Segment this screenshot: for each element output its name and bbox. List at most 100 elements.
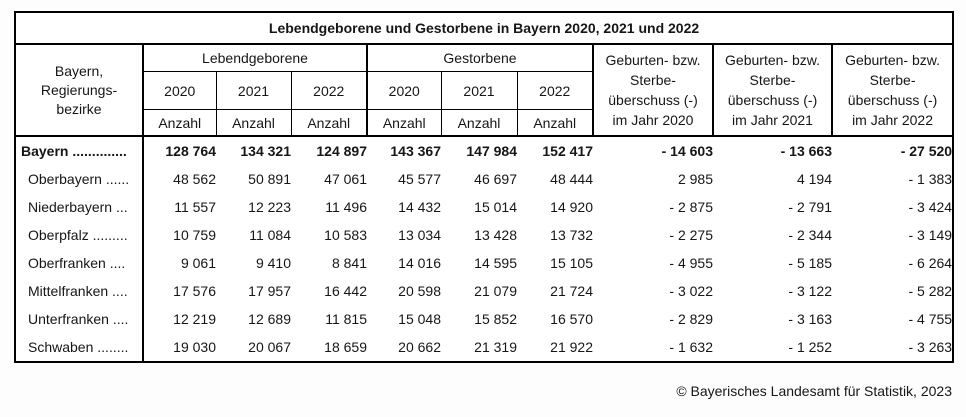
row-label: Oberfranken ....: [15, 249, 144, 277]
cell-value: 10 759: [173, 227, 216, 243]
cell-value: 152 417: [542, 143, 593, 159]
group-header-gestorbene: Gestorbene: [366, 43, 594, 72]
cell-value: - 3 022: [669, 283, 713, 299]
row-label: Bayern ..............: [15, 136, 144, 165]
cell-value: 11 557: [174, 199, 216, 215]
cell-value: 17 576: [173, 283, 216, 299]
table-row-oberbayern: Oberbayern ...... 48 562 50 891 47 061 4…: [15, 165, 953, 193]
row-label: Schwaben ........: [15, 333, 144, 362]
cell-value: 10 583: [324, 227, 367, 243]
cell-value: - 2 829: [669, 311, 713, 327]
cell-value: - 3 163: [788, 311, 832, 327]
cell-value: - 3 263: [908, 339, 953, 355]
cell-value: 11 496: [325, 199, 367, 215]
table-row-schwaben: Schwaben ........ 19 030 20 067 18 659 2…: [15, 333, 953, 362]
cell-value: 14 920: [550, 199, 593, 215]
cell-value: - 1 383: [908, 171, 953, 187]
year-header: 2022: [516, 71, 594, 110]
statistics-table: Lebendgeborene und Gestorbene in Bayern …: [14, 11, 955, 363]
title-row: Lebendgeborene und Gestorbene in Bayern …: [15, 12, 954, 45]
row-label: Oberpfalz .........: [15, 221, 144, 249]
table-row-oberpfalz: Oberpfalz ......... 10 759 11 084 10 583…: [15, 221, 953, 249]
cell-value: - 14 603: [661, 143, 713, 159]
cell-value: 4 194: [796, 171, 832, 187]
cell-value: 13 034: [398, 227, 441, 243]
cell-value: 18 659: [324, 339, 367, 355]
cell-value: - 2 344: [788, 227, 832, 243]
unit-header: Anzahl: [366, 109, 442, 137]
year-header: 2020: [366, 71, 442, 110]
cell-value: - 2 875: [669, 199, 713, 215]
unit-header: Anzahl: [142, 109, 217, 137]
unit-header: Anzahl: [215, 109, 292, 137]
cell-value: 11 815: [325, 311, 367, 327]
cell-value: 45 577: [398, 171, 441, 187]
cell-value: - 4 755: [908, 311, 953, 327]
row-label: Niederbayern ...: [15, 193, 144, 221]
cell-value: 14 432: [398, 199, 441, 215]
cell-value: 15 014: [474, 199, 517, 215]
cell-value: - 3 149: [908, 227, 953, 243]
year-header: 2020: [142, 71, 217, 110]
row-label: Mittelfranken ....: [15, 277, 144, 305]
cell-value: - 5 185: [788, 255, 832, 271]
copyright-text: © Bayerisches Landesamt für Statistik, 2…: [676, 383, 952, 399]
cell-value: 12 219: [173, 311, 216, 327]
cell-value: 21 724: [550, 283, 593, 299]
cell-value: - 5 282: [908, 283, 953, 299]
cell-value: 14 016: [398, 255, 441, 271]
cell-value: - 3 424: [908, 199, 953, 215]
cell-value: 11 084: [249, 227, 291, 243]
cell-value: - 4 955: [669, 255, 713, 271]
cell-value: 134 321: [240, 143, 291, 159]
cell-value: 20 067: [248, 339, 291, 355]
cell-value: - 1 632: [669, 339, 713, 355]
year-header: 2022: [290, 71, 368, 110]
cell-value: 9 061: [180, 255, 216, 271]
header-unit-row: Anzahl Anzahl Anzahl Anzahl Anzahl Anzah…: [15, 109, 953, 137]
year-header: 2021: [440, 71, 518, 110]
table-row-unterfranken: Unterfranken .... 12 219 12 689 11 815 1…: [15, 305, 953, 333]
cell-value: 2 985: [677, 171, 713, 187]
cell-value: - 27 520: [900, 143, 953, 159]
cell-value: 20 598: [398, 283, 441, 299]
cell-value: - 6 264: [908, 255, 953, 271]
cell-value: 21 079: [474, 283, 517, 299]
cell-value: - 2 791: [788, 199, 832, 215]
cell-value: 15 048: [398, 311, 441, 327]
cell-value: 50 891: [248, 171, 291, 187]
cell-value: 13 732: [550, 227, 593, 243]
cell-value: 16 570: [550, 311, 593, 327]
cell-value: - 13 663: [780, 143, 832, 159]
cell-value: 21 319: [474, 339, 517, 355]
unit-header: Anzahl: [290, 109, 368, 137]
cell-value: 147 984: [466, 143, 517, 159]
cell-value: 21 922: [550, 339, 593, 355]
cell-value: - 1 252: [788, 339, 832, 355]
cell-value: - 2 275: [669, 227, 713, 243]
year-header: 2021: [215, 71, 292, 110]
balance-header-2021: Geburten- bzw. Sterbe- überschuss (-) im…: [712, 43, 833, 137]
cell-value: 8 841: [331, 255, 367, 271]
balance-header-2022: Geburten- bzw. Sterbe- überschuss (-) im…: [830, 43, 955, 137]
row-label: Unterfranken ....: [15, 305, 144, 333]
cell-value: - 3 122: [788, 283, 832, 299]
table-row-niederbayern: Niederbayern ... 11 557 12 223 11 496 14…: [15, 193, 953, 221]
cell-value: 14 595: [474, 255, 517, 271]
cell-value: 47 061: [324, 171, 367, 187]
cell-value: 12 223: [248, 199, 291, 215]
unit-header: Anzahl: [440, 109, 518, 137]
cell-value: 124 897: [316, 143, 367, 159]
cell-value: 128 764: [165, 143, 216, 159]
table-title: Lebendgeborene und Gestorbene in Bayern …: [15, 12, 954, 45]
table-row-mittelfranken: Mittelfranken .... 17 576 17 957 16 442 …: [15, 277, 953, 305]
header-group-row: Bayern, Regierungs- bezirke Lebendgebore…: [14, 43, 955, 137]
cell-value: 143 367: [390, 143, 441, 159]
cell-value: 46 697: [474, 171, 517, 187]
cell-value: 19 030: [173, 339, 216, 355]
cell-value: 15 105: [550, 255, 593, 271]
balance-header-2020: Geburten- bzw. Sterbe- überschuss (-) im…: [592, 43, 714, 137]
cell-value: 9 410: [255, 255, 291, 271]
cell-value: 48 444: [550, 171, 593, 187]
